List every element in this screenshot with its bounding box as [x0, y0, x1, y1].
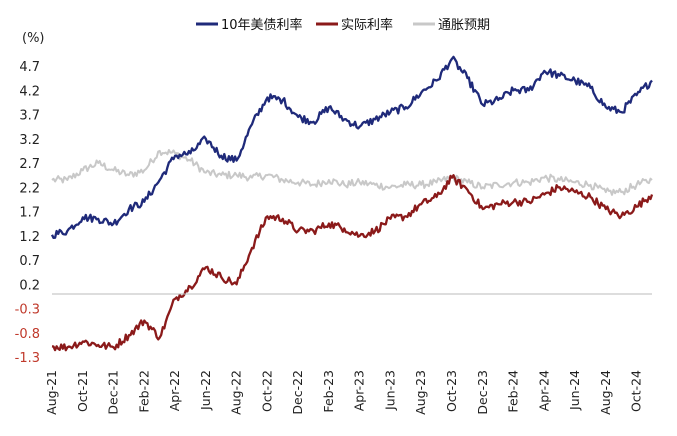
series-line-0 [50, 55, 653, 239]
x-tick-label: Jun-24 [567, 370, 582, 411]
legend-label: 实际利率 [341, 17, 393, 33]
x-tick-label: Aug-21 [44, 370, 59, 415]
series-line-2 [51, 149, 653, 196]
series-line-1 [51, 174, 654, 352]
y-tick-label: 3.2 [19, 133, 40, 148]
x-tick-label: Oct-24 [629, 370, 644, 412]
x-tick-label: Jun-22 [198, 370, 213, 411]
legend-label: 10年美债利率 [221, 17, 303, 33]
y-tick-label: -0.8 [15, 327, 40, 342]
series-group [50, 55, 654, 352]
y-axis-ticks: 4.7 4.2 3.7 3.2 2.7 2.2 1.7 1.2 0.7 0.2 -0.3 -0.8 -1… [15, 60, 40, 366]
y-tick-label: 4.2 [19, 84, 40, 99]
x-tick-label: Aug-24 [598, 370, 613, 415]
legend-label: 通胀预期 [438, 18, 490, 33]
y-tick-label: 2.2 [19, 181, 40, 196]
x-tick-label: Aug-23 [413, 370, 428, 415]
y-axis-unit-label: (%) [22, 31, 45, 46]
y-tick-label: 4.7 [19, 60, 40, 75]
y-tick-label: 0.2 [19, 278, 40, 293]
x-tick-label: Oct-23 [444, 370, 459, 412]
x-tick-label: Oct-21 [75, 370, 90, 412]
x-axis-ticks: Aug-21 Oct-21 Dec-21 Feb-22 Apr-22 Jun-22 Aug-… [44, 370, 644, 415]
y-tick-label: 2.7 [19, 157, 40, 172]
legend: 10年美债利率 实际利率 通胀预期 [196, 17, 490, 33]
y-tick-label: 0.7 [19, 254, 40, 269]
x-tick-label: Aug-22 [229, 370, 244, 415]
y-tick-label: 1.2 [19, 230, 40, 245]
x-tick-label: Apr-22 [167, 370, 182, 411]
x-tick-label: Feb-23 [321, 370, 336, 413]
x-tick-label: Jun-23 [382, 370, 397, 411]
x-tick-label: Feb-22 [136, 370, 151, 413]
x-tick-label: Apr-24 [536, 370, 551, 411]
y-tick-label: -0.3 [15, 303, 40, 318]
x-tick-label: Apr-23 [352, 370, 367, 411]
y-tick-label: 1.7 [19, 206, 40, 221]
y-tick-label: 3.7 [19, 109, 40, 124]
y-tick-label: -1.3 [15, 351, 40, 366]
x-tick-label: Dec-23 [475, 370, 490, 415]
x-tick-label: Dec-21 [106, 370, 121, 415]
x-tick-label: Oct-22 [259, 370, 274, 412]
x-tick-label: Dec-22 [290, 370, 305, 415]
x-tick-label: Feb-24 [506, 370, 521, 413]
